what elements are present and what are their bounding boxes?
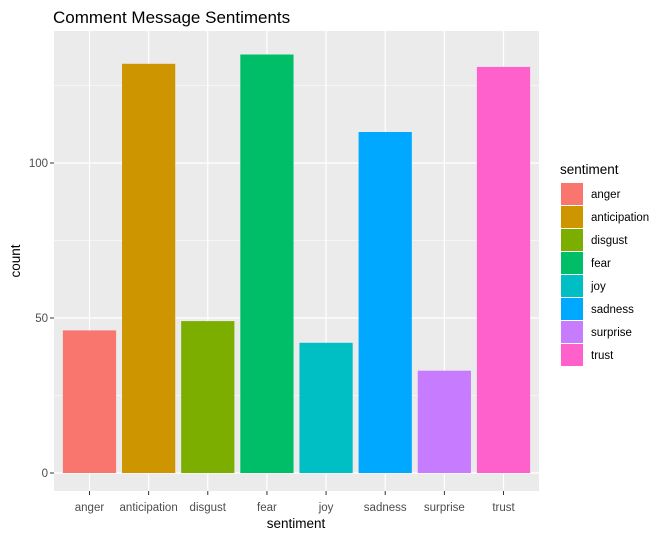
legend-swatch-disgust bbox=[561, 229, 583, 251]
bar-surprise bbox=[417, 370, 471, 473]
y-tick-label: 100 bbox=[29, 158, 48, 170]
bar-fear bbox=[240, 54, 294, 473]
y-tick-label: 50 bbox=[35, 313, 48, 325]
legend-swatch-anger bbox=[561, 183, 583, 205]
x-tick-label: disgust bbox=[190, 502, 227, 514]
x-axis: anger anticipation disgust fear joy sadness su… bbox=[75, 491, 515, 514]
legend-swatch-trust bbox=[561, 344, 583, 366]
legend-items: anger anticipation disgust fear joy sadness su… bbox=[561, 183, 649, 366]
legend-swatch-joy bbox=[561, 275, 583, 297]
x-axis-title: sentiment bbox=[267, 516, 326, 531]
legend-label: surprise bbox=[591, 327, 632, 339]
legend-label: anticipation bbox=[591, 212, 649, 224]
legend: sentiment anger anticipation disgust fear jo… bbox=[560, 162, 649, 366]
x-tick-label: joy bbox=[318, 502, 334, 514]
x-tick-label: trust bbox=[492, 502, 515, 514]
bar-anticipation bbox=[122, 63, 176, 474]
x-tick-label: sadness bbox=[364, 502, 407, 514]
y-axis-title: count bbox=[8, 244, 23, 277]
legend-label: fear bbox=[591, 258, 611, 270]
legend-swatch-anticipation bbox=[561, 206, 583, 228]
bar-joy bbox=[299, 342, 353, 473]
legend-swatch-fear bbox=[561, 252, 583, 274]
legend-label: disgust bbox=[591, 235, 628, 247]
legend-swatch-sadness bbox=[561, 298, 583, 320]
legend-label: sadness bbox=[591, 304, 634, 316]
legend-title: sentiment bbox=[560, 162, 619, 177]
y-tick-label: 0 bbox=[42, 468, 48, 480]
chart-title: Comment Message Sentiments bbox=[53, 8, 290, 27]
y-axis: 0 50 100 bbox=[29, 158, 54, 480]
x-tick-label: fear bbox=[257, 502, 277, 514]
legend-swatch-surprise bbox=[561, 321, 583, 343]
x-tick-label: anger bbox=[75, 502, 105, 514]
legend-label: joy bbox=[590, 281, 606, 293]
x-tick-label: anticipation bbox=[120, 502, 178, 514]
bar-disgust bbox=[181, 321, 235, 473]
bar-sadness bbox=[358, 132, 412, 473]
legend-label: trust bbox=[591, 350, 614, 362]
x-tick-label: surprise bbox=[424, 502, 465, 514]
bar-trust bbox=[476, 66, 531, 474]
bars bbox=[62, 54, 531, 474]
bar-anger bbox=[62, 330, 117, 473]
legend-label: anger bbox=[591, 189, 621, 201]
